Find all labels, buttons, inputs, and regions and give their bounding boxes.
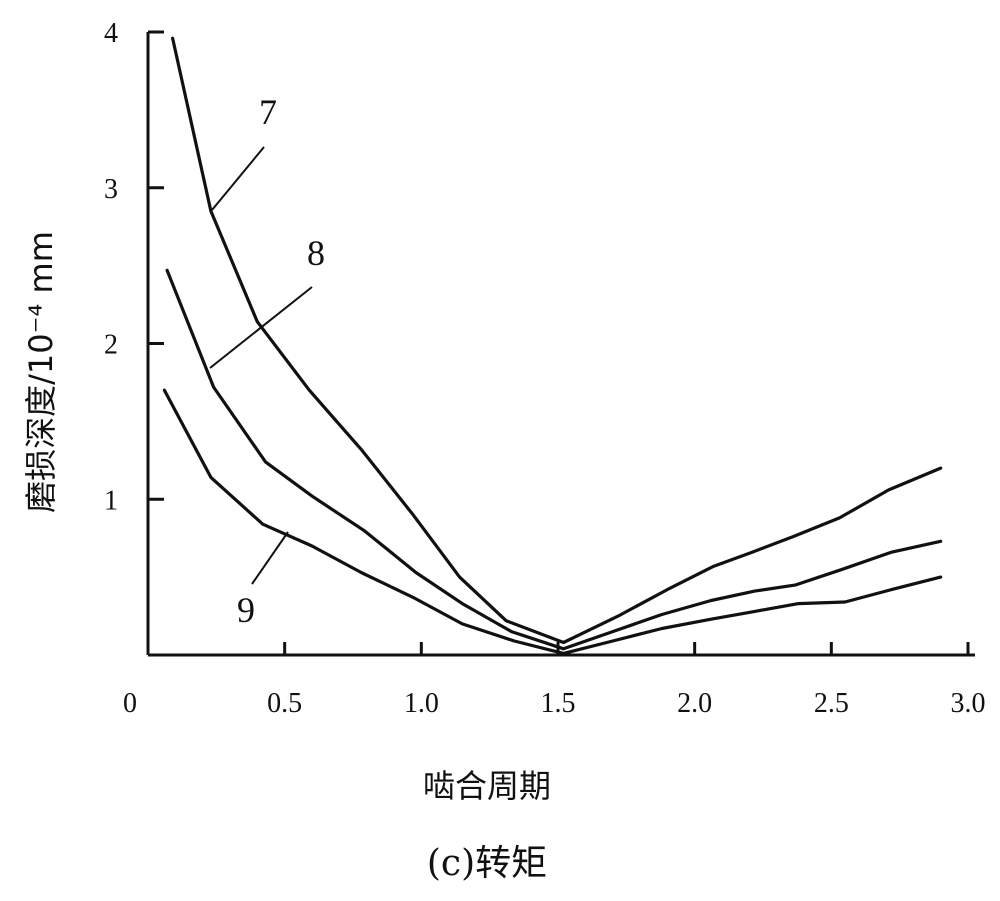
x-tick-label: 3.0 (951, 688, 986, 719)
leader-line-7 (211, 146, 265, 211)
series-labels: 7 8 9 (209, 92, 325, 630)
leader-line-8 (209, 286, 313, 369)
series-label-8: 8 (307, 233, 325, 273)
x-tick-label: 0.5 (267, 688, 302, 719)
series-line-8 (165, 268, 943, 651)
series-label-9: 9 (237, 590, 255, 630)
y-ticks: 1 2 3 4 (104, 18, 164, 516)
y-tick-label: 1 (104, 485, 118, 516)
y-tick-label: 4 (104, 18, 118, 49)
leader-line-9 (251, 531, 289, 585)
y-axis-title: 磨损深度/10⁻⁴ mm (22, 231, 60, 513)
x-tick-label: 2.0 (677, 688, 712, 719)
y-tick-label: 3 (104, 174, 118, 205)
x-axis-title: 啮合周期 (423, 767, 551, 805)
chart-caption: (c)转矩 (427, 843, 547, 884)
series-line-7 (171, 36, 943, 645)
x-ticks: 0 0.5 1.0 1.5 2.0 2.5 3.0 (123, 642, 986, 719)
x-tick-label: 1.5 (541, 688, 576, 719)
series-label-7: 7 (259, 92, 277, 132)
series-lines (162, 36, 943, 655)
x-tick-label: 1.0 (404, 688, 439, 719)
x-tick-label: 0 (123, 688, 137, 719)
y-tick-label: 2 (104, 330, 118, 361)
x-tick-label: 2.5 (814, 688, 849, 719)
series-line-9 (162, 388, 943, 655)
